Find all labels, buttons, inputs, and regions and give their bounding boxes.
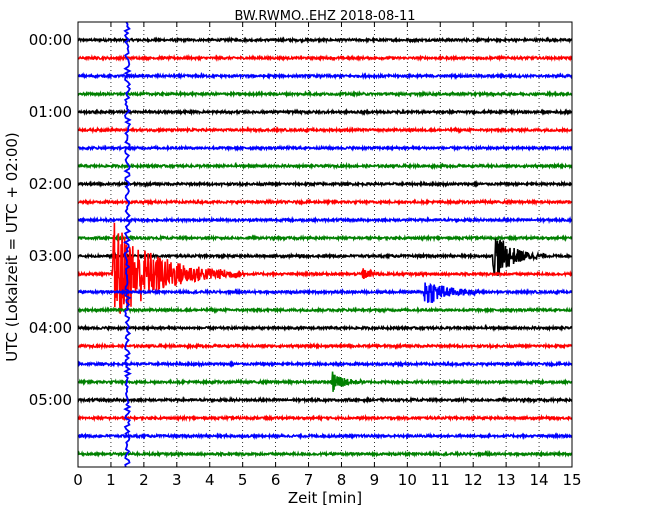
seismic-trace [78, 143, 572, 153]
seismic-trace [78, 215, 572, 225]
x-tick-label: 14 [530, 471, 549, 489]
x-tick-label: 13 [497, 471, 516, 489]
y-tick-label: 02:00 [29, 175, 72, 193]
y-tick-label: 00:00 [29, 31, 72, 49]
x-tick-label: 12 [464, 471, 483, 489]
seismic-trace [78, 53, 572, 63]
y-tick-label: 03:00 [29, 247, 72, 265]
x-tick-label: 4 [205, 471, 215, 489]
y-tick-label: 01:00 [29, 103, 72, 121]
plot-frame [77, 21, 573, 468]
seismic-trace [78, 359, 572, 369]
seismic-trace [78, 107, 572, 117]
plot-area [78, 22, 572, 467]
seismic-trace [78, 395, 572, 405]
seismic-trace [78, 323, 572, 333]
seismic-trace [78, 89, 572, 99]
seismic-trace [78, 282, 572, 303]
trace-lines [78, 22, 572, 467]
x-tick-label: 7 [304, 471, 314, 489]
clipped-spike [123, 22, 132, 467]
y-tick-label: 04:00 [29, 319, 72, 337]
x-tick-label: 15 [562, 471, 581, 489]
y-tick-label: 05:00 [29, 391, 72, 409]
chart-title: BW.RWMO..EHZ 2018-08-11 [234, 9, 415, 24]
seismic-trace [78, 35, 572, 45]
seismic-trace [78, 125, 572, 135]
seismic-trace [78, 305, 572, 315]
seismic-trace [78, 71, 572, 81]
seismic-trace [78, 161, 572, 171]
x-tick-label: 6 [271, 471, 281, 489]
x-tick-label: 1 [106, 471, 116, 489]
seismic-trace [78, 449, 572, 459]
seismic-trace [78, 341, 572, 351]
seismic-trace [78, 413, 572, 423]
x-tick-label: 5 [238, 471, 248, 489]
seismic-trace [78, 222, 572, 314]
seismic-trace [78, 233, 572, 243]
x-tick-label: 10 [398, 471, 417, 489]
seismic-trace [78, 371, 572, 392]
y-axis-label: UTC (Lokalzeit = UTC + 02:00) [3, 132, 21, 362]
x-tick-label: 3 [172, 471, 182, 489]
x-axis-label: Zeit [min] [288, 489, 362, 507]
x-tick-label: 2 [139, 471, 149, 489]
seismic-trace [78, 238, 572, 277]
seismic-trace [78, 197, 572, 207]
x-tick-label: 9 [370, 471, 380, 489]
x-tick-label: 8 [337, 471, 347, 489]
seismic-trace [78, 432, 572, 441]
x-tick-label: 0 [73, 471, 83, 489]
axis-ticks: 0 1 2 3 4 5 6 7 8 9 10 11 12 13 14 1500:0001:0002:0003:… [29, 22, 582, 489]
seismic-trace [78, 179, 572, 189]
x-tick-label: 11 [431, 471, 450, 489]
